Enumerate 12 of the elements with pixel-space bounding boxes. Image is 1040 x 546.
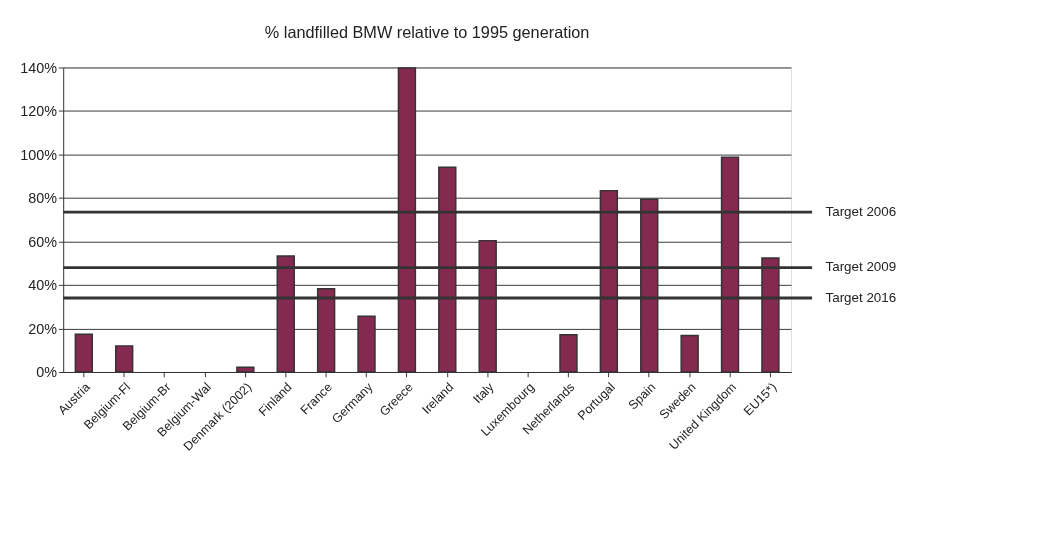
y-tick-label: 40%	[28, 277, 58, 294]
chart-title: % landfilled BMW relative to 1995 generation	[264, 22, 590, 41]
ref-line-label: Target 2016	[825, 289, 897, 305]
y-tick-label: 80%	[28, 190, 58, 207]
ref-line-label: Target 2006	[825, 203, 897, 219]
y-tick-label: 20%	[28, 320, 58, 337]
ref-line-label: Target 2009	[825, 259, 897, 275]
y-tick-label: 0%	[36, 364, 58, 381]
y-tick-label: 100%	[20, 146, 58, 163]
y-tick-label: 60%	[28, 233, 58, 250]
y-tick-label: 120%	[20, 103, 58, 120]
y-tick-label: 140%	[20, 59, 58, 76]
